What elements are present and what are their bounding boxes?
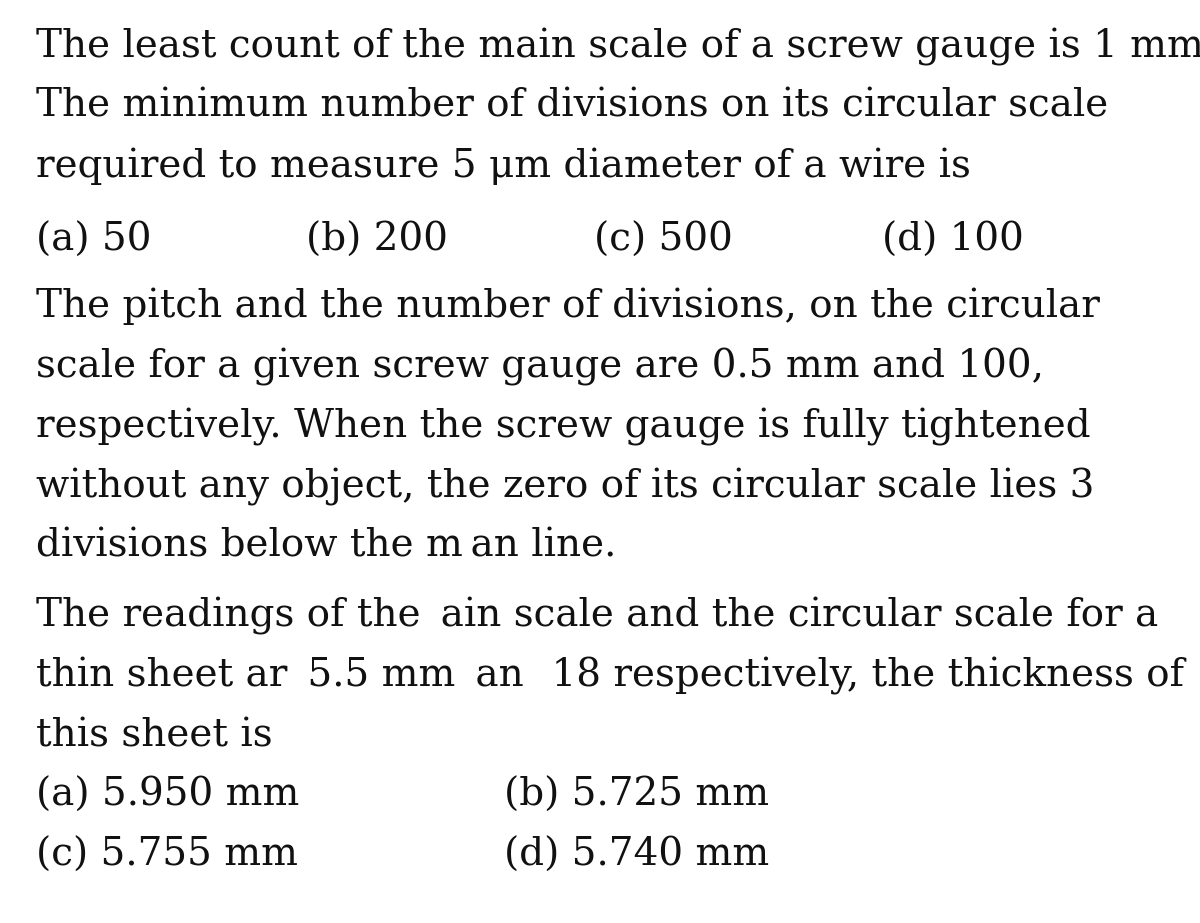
Text: (c) 5.755 mm: (c) 5.755 mm <box>36 837 298 874</box>
Text: scale for a given screw gauge are 0.5 mm and 100,: scale for a given screw gauge are 0.5 mm… <box>36 348 1044 386</box>
Text: divisions below the m an line.: divisions below the m an line. <box>36 528 617 565</box>
Text: without any object, the zero of its circular scale lies 3: without any object, the zero of its circ… <box>36 468 1094 506</box>
Text: The pitch and the number of divisions, on the circular: The pitch and the number of divisions, o… <box>36 288 1100 326</box>
Text: (a) 5.950 mm: (a) 5.950 mm <box>36 777 299 814</box>
Text: The minimum number of divisions on its circular scale: The minimum number of divisions on its c… <box>36 88 1109 125</box>
Text: (a) 50: (a) 50 <box>36 222 151 258</box>
Text: (c) 500: (c) 500 <box>594 222 733 258</box>
Text: this sheet is: this sheet is <box>36 717 272 754</box>
Text: (d) 100: (d) 100 <box>882 222 1024 258</box>
Text: (b) 5.725 mm: (b) 5.725 mm <box>504 777 769 814</box>
Text: (b) 200: (b) 200 <box>306 222 448 258</box>
Text: respectively. When the screw gauge is fully tightened: respectively. When the screw gauge is fu… <box>36 408 1091 446</box>
Text: required to measure 5 μm diameter of a wire is: required to measure 5 μm diameter of a w… <box>36 148 971 186</box>
Text: (d) 5.740 mm: (d) 5.740 mm <box>504 837 769 874</box>
Text: The readings of the  ain scale and the circular scale for a: The readings of the ain scale and the ci… <box>36 597 1158 635</box>
Text: thin sheet ar  5.5 mm  an   18 respectively, the thickness of: thin sheet ar 5.5 mm an 18 respectively,… <box>36 657 1184 695</box>
Text: The least count of the main scale of a screw gauge is 1 mm.: The least count of the main scale of a s… <box>36 28 1200 66</box>
